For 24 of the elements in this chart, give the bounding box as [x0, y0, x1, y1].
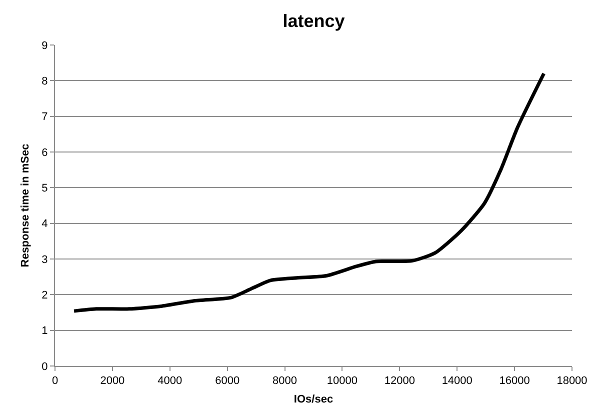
x-tick-label: 18000 [556, 375, 588, 388]
x-tick-label: 8000 [272, 375, 298, 388]
x-tick-label: 12000 [384, 375, 415, 388]
y-tick-label: 5 [42, 182, 48, 195]
y-tick-label: 7 [42, 111, 48, 124]
x-tick-label: 0 [52, 375, 58, 388]
x-tick-label: 10000 [326, 375, 358, 388]
y-tick-label: 9 [42, 40, 48, 52]
y-tick-label: 6 [42, 146, 48, 159]
y-tick-label: 3 [42, 254, 48, 266]
y-tick-label: 4 [42, 218, 48, 230]
x-tick-label: 6000 [215, 375, 240, 388]
y-tick-label: 1 [42, 325, 48, 338]
x-tick-label: 4000 [158, 375, 182, 388]
line-series [72, 72, 546, 313]
x-axis-title: IOs/sec [294, 393, 334, 406]
x-tick-label: 2000 [100, 375, 125, 388]
y-tick-label: 2 [42, 290, 48, 302]
x-tick-label: 16000 [499, 375, 530, 388]
y-axis-title: Response time in mSec [19, 144, 32, 268]
y-tick-label: 0 [42, 360, 48, 373]
y-tick-label: 8 [42, 76, 48, 88]
x-tick-label: 14000 [442, 375, 472, 388]
chart-title: latency [282, 11, 345, 32]
